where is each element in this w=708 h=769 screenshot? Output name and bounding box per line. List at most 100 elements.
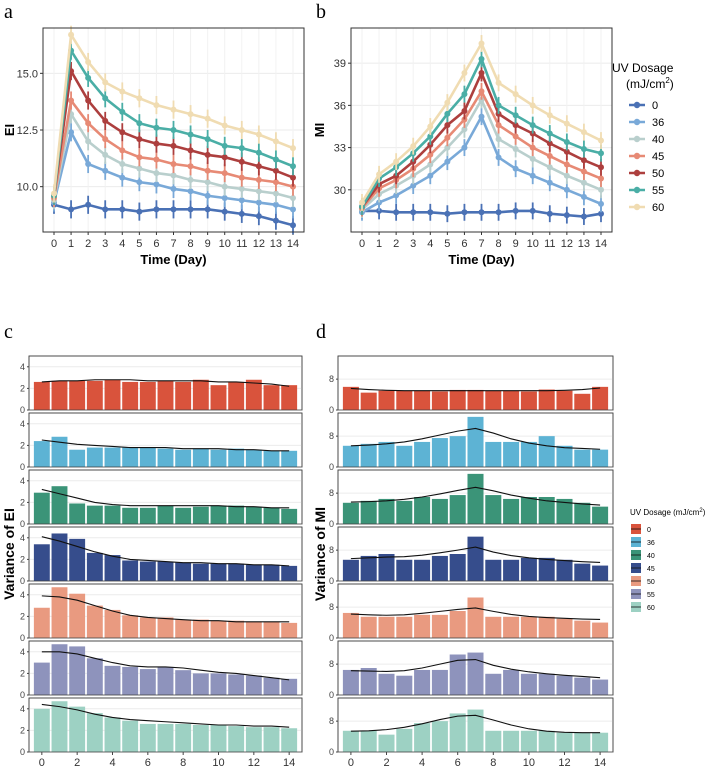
x-tick-label: 6	[461, 238, 467, 250]
bar	[69, 538, 86, 581]
bar	[157, 505, 174, 524]
y-tick-label: 8	[329, 374, 334, 384]
trend-line	[350, 607, 601, 621]
data-point	[529, 207, 536, 214]
bar	[396, 390, 413, 410]
data-point	[119, 161, 126, 167]
bar	[503, 559, 520, 581]
y-tick-label: 8	[329, 545, 334, 555]
bar	[342, 445, 359, 467]
data-point	[427, 151, 434, 158]
y-tick-label: 8	[329, 659, 334, 669]
data-point	[529, 102, 536, 109]
bar	[86, 658, 103, 695]
bar	[192, 563, 209, 581]
bar	[192, 448, 209, 467]
bar	[210, 673, 227, 695]
legend-top-item-0: 0	[629, 100, 658, 112]
bar	[378, 390, 395, 410]
data-point	[255, 131, 262, 138]
y-axis-label: MI	[312, 123, 327, 137]
facet-50: 08	[329, 583, 614, 643]
bar	[592, 732, 609, 752]
facet-border	[337, 355, 614, 411]
y-tick-label: 0	[329, 462, 334, 472]
data-point	[444, 99, 451, 106]
facet-border	[337, 469, 614, 525]
bar	[342, 559, 359, 581]
bar	[33, 381, 50, 410]
data-point	[51, 190, 57, 197]
y-tick-label: 0	[329, 633, 334, 643]
bar	[485, 616, 502, 638]
data-point	[598, 200, 604, 207]
bar	[467, 473, 484, 524]
data-point	[85, 97, 92, 104]
bar	[556, 445, 573, 467]
bar	[157, 666, 174, 695]
y-tick-label: 4	[20, 533, 25, 543]
series-36	[51, 123, 296, 219]
bar	[556, 675, 573, 695]
data-point	[238, 210, 245, 217]
bar	[139, 381, 156, 410]
bar	[449, 654, 466, 695]
legend-label: 50	[652, 168, 664, 180]
y-tick-label: 33	[334, 143, 346, 155]
data-point	[272, 179, 279, 186]
data-point	[529, 122, 536, 129]
data-point	[427, 172, 434, 179]
y-tick-label: 0	[329, 405, 334, 415]
bar	[378, 554, 395, 581]
bar	[520, 441, 537, 467]
facet-55: 08	[329, 640, 614, 700]
bar	[86, 713, 103, 752]
bar	[104, 505, 121, 524]
data-point	[546, 112, 553, 119]
bar	[210, 725, 227, 752]
bar	[281, 565, 298, 581]
trend-line	[350, 658, 601, 679]
data-point	[563, 161, 570, 168]
facet-border	[337, 640, 614, 696]
data-point	[153, 181, 160, 188]
data-point	[478, 113, 485, 120]
facet-border	[28, 583, 303, 639]
bar	[139, 617, 156, 638]
legend-swatch-point	[633, 118, 641, 126]
bar	[485, 730, 502, 752]
x-tick-label: 13	[270, 238, 282, 250]
bar	[449, 389, 466, 410]
bar	[281, 450, 298, 467]
legend-swatch-point	[633, 135, 641, 143]
data-point	[393, 192, 400, 199]
bar	[192, 619, 209, 638]
x-tick-label: 12	[558, 757, 570, 769]
bar	[51, 436, 68, 467]
bar	[574, 677, 591, 695]
data-point	[563, 120, 570, 127]
data-point	[255, 213, 262, 220]
data-point	[427, 209, 434, 216]
legend-top-item-60: 60	[629, 202, 664, 214]
bar	[485, 495, 502, 524]
legend-bottom-item-55: 55	[631, 589, 655, 599]
data-point	[272, 201, 279, 208]
bar	[592, 449, 609, 467]
data-point	[512, 112, 519, 119]
x-tick-label: 13	[578, 238, 590, 250]
data-point	[170, 185, 177, 192]
data-point	[512, 207, 519, 214]
bar	[556, 732, 573, 752]
bar	[342, 730, 359, 752]
x-tick-label: 9	[205, 238, 211, 250]
bar	[263, 507, 280, 524]
series-55	[51, 41, 296, 205]
bar	[360, 616, 377, 638]
y-tick-label: 4	[20, 362, 25, 372]
data-point	[68, 97, 75, 104]
bar	[139, 507, 156, 524]
bar	[449, 436, 466, 467]
bar	[556, 559, 573, 581]
data-point	[85, 74, 92, 81]
